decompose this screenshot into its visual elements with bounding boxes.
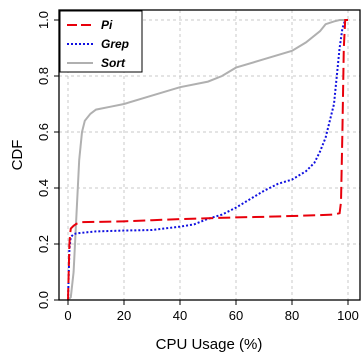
series-line-pi [67,19,348,301]
legend-box [59,10,143,73]
x-tick-label: 40 [173,308,187,323]
x-axis: 0 20 40 60 80 100 [64,300,359,323]
x-tick-label: 20 [117,308,131,323]
y-axis: 0.0 0.2 0.4 0.6 0.8 1.0 [36,11,59,309]
legend-label-grep: Grep [101,37,129,51]
y-axis-title: CDF [9,140,26,171]
legend-label-sort: Sort [101,56,126,70]
legend-label-pi: Pi [101,18,113,32]
x-tick-label: 80 [285,308,299,323]
y-tick-label: 0.4 [36,179,51,197]
series-lines [67,19,348,301]
x-tick-label: 60 [229,308,243,323]
y-tick-label: 0.8 [36,67,51,85]
y-tick-label: 0.6 [36,123,51,141]
plot-frame [58,9,361,301]
y-tick-label: 0.2 [36,235,51,253]
x-tick-label: 0 [64,308,71,323]
x-tick-label: 100 [337,308,359,323]
series-line-sort [67,19,348,301]
x-axis-title: CPU Usage (%) [156,336,263,353]
series-line-grep [67,19,348,301]
legend: Pi Grep Sort [59,10,143,73]
y-tick-label: 1.0 [36,11,51,29]
y-tick-label: 0.0 [36,291,51,309]
